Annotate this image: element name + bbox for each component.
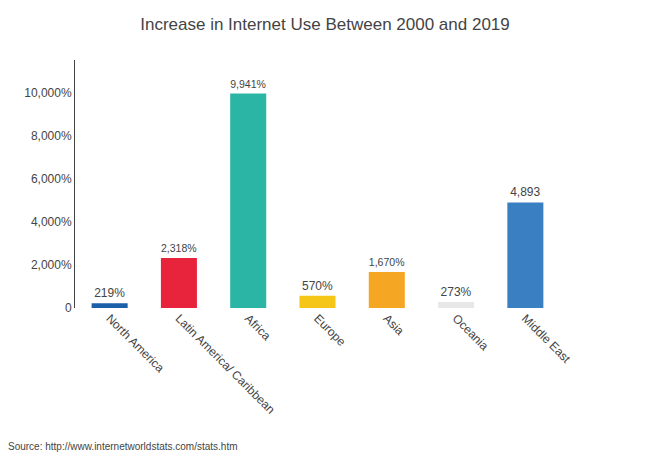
- svg-text:Source: http://www.internetwor: Source: http://www.internetworldstats.co…: [8, 441, 238, 452]
- svg-text:570%: 570%: [302, 279, 333, 293]
- svg-text:Middle East: Middle East: [519, 311, 574, 366]
- svg-text:1,670%: 1,670%: [369, 256, 405, 268]
- svg-text:Oceania: Oceania: [450, 311, 492, 353]
- svg-text:8,000%: 8,000%: [31, 129, 72, 143]
- svg-text:219%: 219%: [94, 286, 125, 300]
- svg-text:2,000%: 2,000%: [31, 258, 72, 272]
- svg-text:Asia: Asia: [380, 311, 407, 338]
- svg-text:Latin America/ Caribbean: Latin America/ Caribbean: [173, 311, 278, 416]
- svg-text:9,941%: 9,941%: [230, 78, 266, 90]
- svg-text:4,000%: 4,000%: [31, 215, 72, 229]
- svg-text:273%: 273%: [441, 285, 472, 299]
- svg-text:2,318%: 2,318%: [161, 242, 197, 254]
- svg-text:Europe: Europe: [311, 311, 348, 348]
- svg-text:Increase in Internet Use Betwe: Increase in Internet Use Between 2000 an…: [140, 15, 510, 34]
- svg-text:4,893: 4,893: [510, 185, 540, 199]
- svg-text:Africa: Africa: [242, 311, 274, 343]
- svg-text:6,000%: 6,000%: [31, 172, 72, 186]
- svg-text:0: 0: [65, 301, 72, 315]
- svg-text:North America: North America: [103, 311, 167, 375]
- svg-text:10,000%: 10,000%: [24, 86, 72, 100]
